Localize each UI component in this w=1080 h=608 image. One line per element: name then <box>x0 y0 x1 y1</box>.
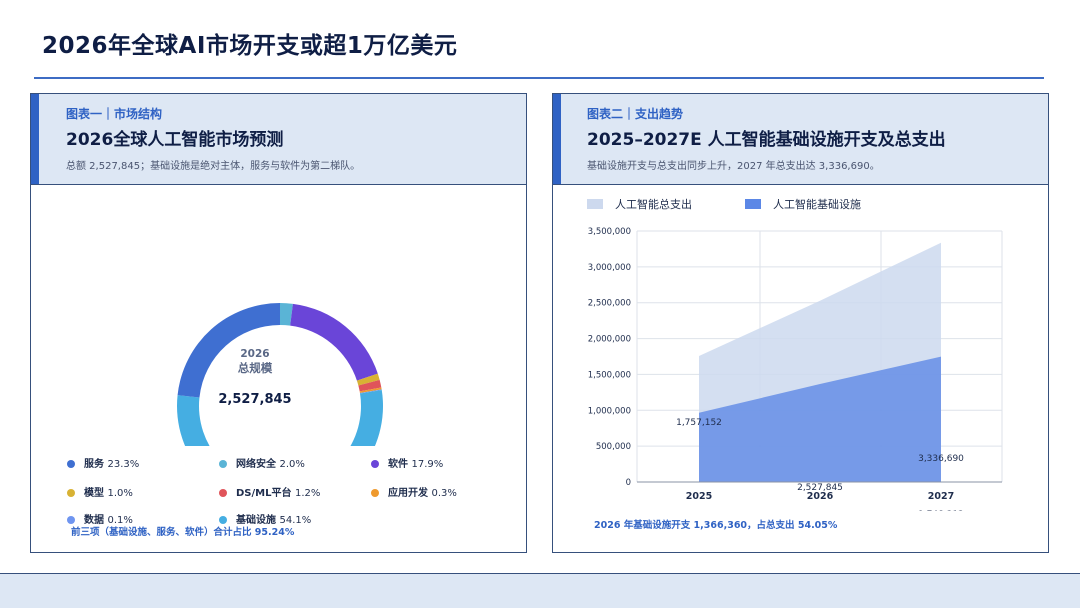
legend-dot <box>219 489 227 497</box>
panel-accent-bar <box>553 94 561 184</box>
legend-percent: 0.3% <box>431 488 457 499</box>
legend-label: 基础设施 <box>236 515 280 526</box>
legend-label-1: 人工智能基础设施 <box>773 197 861 211</box>
legend-percent: 1.2% <box>294 488 321 499</box>
legend-dot <box>371 460 379 468</box>
title-divider <box>34 77 1044 79</box>
panel-accent-bar <box>31 94 39 184</box>
legend-dot <box>67 489 75 497</box>
x-tick-label-2: 2027 <box>928 491 954 502</box>
panel-kicker: 图表一｜市场结构 <box>66 107 163 121</box>
donut-slice-4 <box>358 379 382 392</box>
y-tick-label-2: 1,000,000 <box>588 406 631 416</box>
donut-slice-7 <box>177 390 383 446</box>
legend-item-7: 基础设施 54.1% <box>219 511 311 526</box>
donut-slice-0 <box>177 303 280 398</box>
legend-label: DS/ML平台 <box>236 488 295 499</box>
donut-center-label: 总规模 <box>238 361 273 375</box>
y-tick-label-4: 2,000,000 <box>588 335 631 345</box>
x-tick-label-1: 2026 <box>807 491 834 502</box>
spending-trend-panel: 图表二｜支出趋势 2025–2027E 人工智能基础设施开支及总支出 基础设施开… <box>552 93 1049 553</box>
legend-swatch-1 <box>745 199 761 209</box>
legend-label: 模型 <box>84 488 108 499</box>
panel-subtitle: 总额 2,527,845；基础设施是绝对主体，服务与软件为第二梯队。 <box>66 161 361 172</box>
legend-item-3: 模型 1.0% <box>67 484 133 499</box>
legend-percent: 54.1% <box>279 515 312 526</box>
y-tick-label-7: 3,500,000 <box>588 227 631 237</box>
page-title: 2026年全球AI市场开支或超1万亿美元 <box>42 33 458 59</box>
y-tick-label-6: 3,000,000 <box>588 263 631 273</box>
legend-dot <box>219 460 227 468</box>
panel-title: 2025–2027E 人工智能基础设施开支及总支出 <box>587 130 946 150</box>
legend-label: 数据 <box>84 515 108 526</box>
market-structure-panel: 图表一｜市场结构 2026全球人工智能市场预测 总额 2,527,845；基础设… <box>30 93 527 553</box>
donut-slice-5 <box>359 387 382 393</box>
panel-subtitle: 基础设施开支与总支出同步上升，2027 年总支出达 3,336,690。 <box>587 161 880 172</box>
legend-dot <box>67 460 75 468</box>
legend-dot <box>371 489 379 497</box>
legend-percent: 1.0% <box>107 488 133 499</box>
data-label-s0-1: 2,527,845 <box>797 483 843 493</box>
legend-percent: 0.1% <box>107 515 133 526</box>
legend-item-1: 网络安全 2.0% <box>219 455 305 470</box>
legend-dot <box>219 516 227 524</box>
data-label-s0-2: 3,336,690 <box>918 454 964 464</box>
panel-header: 图表一｜市场结构 2026全球人工智能市场预测 总额 2,527,845；基础设… <box>31 94 526 185</box>
panel-kicker: 图表二｜支出趋势 <box>587 107 684 121</box>
legend-label: 应用开发 <box>388 488 432 499</box>
area-chart: 人工智能总支出 人工智能基础设施 0 500,000 1,000,000 1,500,0… <box>587 197 1003 511</box>
legend-swatch-0 <box>587 199 603 209</box>
legend-item-2: 软件 17.9% <box>371 455 443 470</box>
legend-item-4: DS/ML平台 1.2% <box>219 484 320 499</box>
data-label-s0-0: 1,757,152 <box>676 418 722 428</box>
legend-percent: 2.0% <box>279 459 305 470</box>
bottom-band <box>0 573 1080 608</box>
right-footnote: 2026 年基础设施开支 1,366,360，占总支出 54.05% <box>594 520 838 531</box>
x-tick-label-0: 2025 <box>686 491 712 502</box>
legend-label: 服务 <box>84 459 108 470</box>
left-footnote: 前三项（基础设施、服务、软件）合计占比 95.24% <box>71 527 295 538</box>
y-tick-label-5: 2,500,000 <box>588 299 631 309</box>
donut-slice-1 <box>280 303 293 326</box>
legend-label: 软件 <box>388 459 412 470</box>
legend-item-0: 服务 23.3% <box>67 455 139 470</box>
y-tick-label-0: 0 <box>626 478 631 488</box>
donut-slice-3 <box>356 373 380 386</box>
donut-center-year: 2026 <box>240 348 269 360</box>
legend-label-0: 人工智能总支出 <box>615 197 692 211</box>
donut-slice-6 <box>359 389 382 394</box>
y-tick-label-1: 500,000 <box>596 442 631 452</box>
panel-title: 2026全球人工智能市场预测 <box>66 130 284 150</box>
legend-item-6: 数据 0.1% <box>67 511 133 526</box>
legend-label: 网络安全 <box>236 459 280 470</box>
legend-item-5: 应用开发 0.3% <box>371 484 457 499</box>
donut-center-value: 2,527,845 <box>218 392 291 407</box>
y-tick-label-3: 1,500,000 <box>588 370 631 380</box>
data-label-s1-2: 1,748,212 <box>918 510 964 511</box>
legend-dot <box>67 516 75 524</box>
area-series-1 <box>699 356 941 482</box>
legend-percent: 23.3% <box>107 459 140 470</box>
panel-header: 图表二｜支出趋势 2025–2027E 人工智能基础设施开支及总支出 基础设施开… <box>553 94 1048 185</box>
legend-percent: 17.9% <box>411 459 444 470</box>
donut-slice-2 <box>290 303 378 381</box>
donut-chart: 2026 总规模 2,527,845 <box>177 303 383 446</box>
